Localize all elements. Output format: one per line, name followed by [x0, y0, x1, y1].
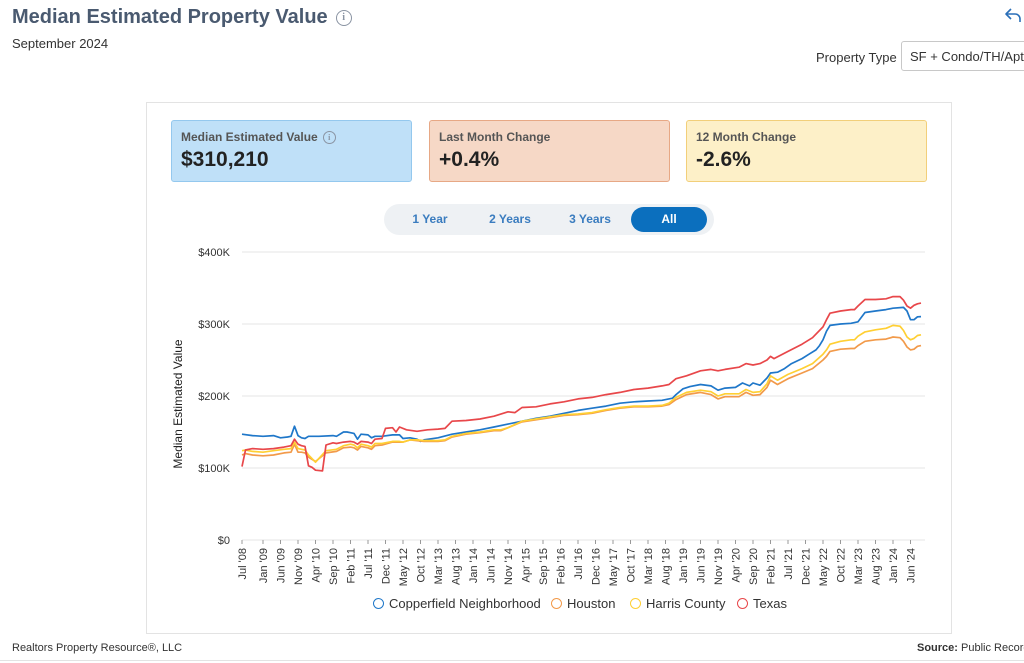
legend-houston-marker [551, 598, 562, 609]
property-type-select[interactable]: SF + Condo/TH/Apt [901, 41, 1024, 71]
last-month-change-value: +0.4% [439, 148, 500, 171]
range-all-button[interactable]: All [631, 207, 707, 232]
page-title-text: Median Estimated Property Value [12, 6, 328, 28]
last-month-change-label: Last Month Change [439, 130, 551, 144]
footer-source: Source: Public Records [917, 642, 1024, 654]
y-axis-title: Median Estimated Value [171, 339, 185, 469]
legend-copperfield[interactable]: Copperfield Neighborhood [373, 596, 541, 611]
legend-copperfield-label: Copperfield Neighborhood [389, 596, 541, 611]
twelve-month-change-value: -2.6% [696, 148, 751, 171]
legend-texas-marker [737, 598, 748, 609]
legend-harris-county-marker [630, 598, 641, 609]
chart-panel [146, 102, 952, 634]
footer-company: Realtors Property Resource®, LLC [12, 642, 183, 654]
legend-houston-label: Houston [567, 596, 616, 611]
time-range-selector: 1 Year 2 Years 3 Years All [384, 204, 714, 235]
legend-harris-county-label: Harris County [646, 596, 726, 611]
median-value: $310,210 [181, 148, 269, 171]
footer-source-value: Public Records [961, 642, 1024, 654]
legend-harris-county[interactable]: Harris County [630, 596, 725, 611]
legend-copperfield-marker [373, 598, 384, 609]
last-month-change-card: Last Month Change +0.4% [429, 120, 670, 182]
info-icon[interactable]: i [335, 9, 352, 26]
median-value-card: Median Estimated Value i $310,210 [171, 120, 412, 182]
share-back-icon[interactable] [1004, 6, 1022, 24]
range-3-years-button[interactable]: 3 Years [569, 212, 611, 226]
footer-source-label: Source: [917, 642, 958, 654]
property-type-label: Property Type [816, 50, 897, 65]
legend-houston[interactable]: Houston [551, 596, 615, 611]
range-2-years-button[interactable]: 2 Years [489, 212, 531, 226]
twelve-month-change-card: 12 Month Change -2.6% [686, 120, 927, 182]
bottom-divider [0, 660, 1024, 661]
legend-texas[interactable]: Texas [737, 596, 787, 611]
twelve-month-change-label: 12 Month Change [696, 130, 797, 144]
report-date: September 2024 [12, 36, 109, 51]
info-icon[interactable]: i [322, 130, 336, 144]
median-value-label: Median Estimated Value [181, 130, 318, 144]
page-title: Median Estimated Property Value i [12, 6, 352, 29]
legend-texas-label: Texas [753, 596, 787, 611]
range-1-year-button[interactable]: 1 Year [412, 212, 448, 226]
